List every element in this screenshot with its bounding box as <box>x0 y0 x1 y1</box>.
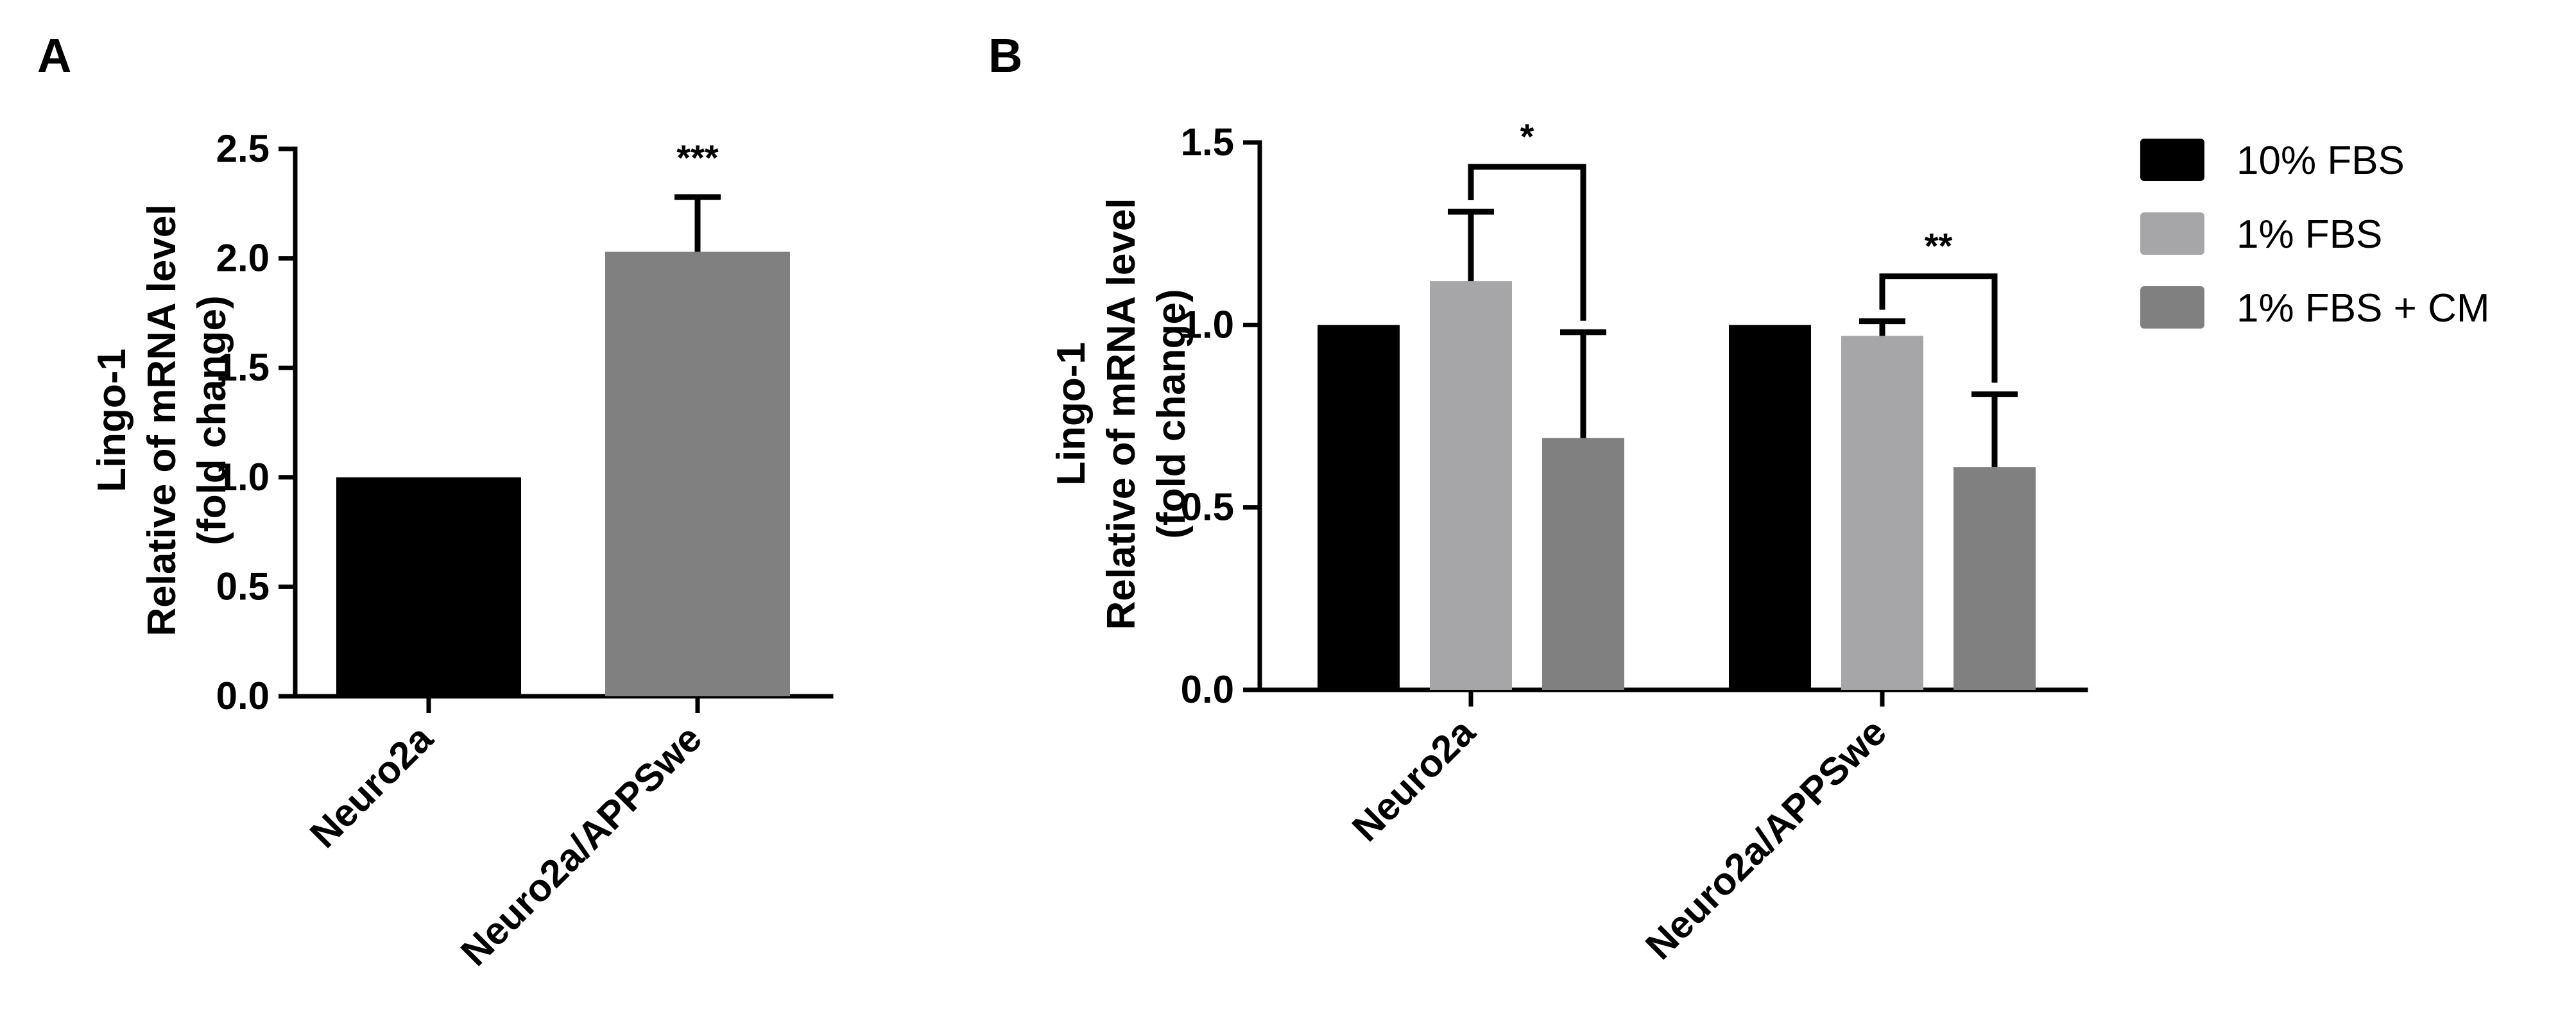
panel-a-significance-label: *** <box>676 137 719 178</box>
bar-neuro2a <box>336 477 521 696</box>
panel-b-significance-label: * <box>1520 116 1534 157</box>
panel-a-bars: *** <box>336 137 790 696</box>
panel-a-axes: 0.0 0.5 1.0 1.5 2.0 2.5 <box>216 127 834 717</box>
panel-b-y-tick-label: 0.0 <box>1181 668 1234 711</box>
bar-neuro2a-appswe-1-fbs-cm <box>1953 467 2036 690</box>
legend-label-1-fbs-cm: 1% FBS + CM <box>2237 286 2490 330</box>
panel-b-chart: B Lingo-1 Relative of mRNA level (fold cha… <box>988 29 2490 968</box>
panel-a-label: A <box>37 29 71 82</box>
panel-b-axes: 0.0 0.5 1.0 1.5 <box>1181 121 2088 711</box>
panel-a-y-label-line: (fold change) <box>190 295 234 545</box>
panel-b-y-label-line: Relative of mRNA level <box>1099 198 1144 630</box>
panel-b-significance-bracket <box>1468 164 1586 321</box>
panel-a-y-tick-label: 0.0 <box>216 674 270 717</box>
panel-a-y-tick-label: 2.5 <box>216 127 270 170</box>
panel-a-category-label: Neuro2a/APPSwe <box>452 717 710 974</box>
bar-neuro2a-appswe-10-fbs <box>1729 325 1811 690</box>
panel-b-legend: 10% FBS 1% FBS 1% FBS + CM <box>2140 139 2490 330</box>
panel-b-bars: *** <box>1318 116 2036 690</box>
panel-b-significance-label: ** <box>1925 226 1953 266</box>
panel-a-y-label-line: Relative of mRNA level <box>140 204 184 636</box>
panel-a-y-tick-label: 2.0 <box>216 237 270 280</box>
panel-b-y-label-line: Lingo-1 <box>1049 342 1094 486</box>
panel-a-y-tick-label: 1.0 <box>216 456 270 499</box>
panel-a-category-labels: Neuro2a Neuro2a/APPSwe <box>302 716 710 974</box>
panel-b-significance-bracket <box>1879 273 1998 383</box>
panel-b-y-tick-label: 1.5 <box>1181 121 1234 164</box>
panel-a-y-tick-label: 0.5 <box>216 565 270 608</box>
panel-b-y-label: Lingo-1 Relative of mRNA level (fold chang… <box>1049 198 1194 630</box>
legend-swatch-10-fbs <box>2140 139 2204 181</box>
panel-a-y-label: Lingo-1 Relative of mRNA level (fold chang… <box>90 204 234 636</box>
legend-label-10-fbs: 10% FBS <box>2237 139 2405 183</box>
legend-label-1-fbs: 1% FBS <box>2237 212 2382 257</box>
panel-b-y-tick-label: 0.5 <box>1181 486 1234 529</box>
panel-a-category-label: Neuro2a <box>302 716 442 856</box>
panel-a-y-tick-label: 1.5 <box>216 346 270 389</box>
panel-b-category-label: Neuro2a <box>1344 710 1484 850</box>
panel-a-y-label-line: Lingo-1 <box>90 348 134 492</box>
bar-neuro2a-10-fbs <box>1318 325 1400 690</box>
legend-swatch-1-fbs <box>2140 212 2204 255</box>
legend-swatch-1-fbs-cm <box>2140 286 2204 329</box>
panel-b-category-labels: Neuro2a Neuro2a/APPSwe <box>1344 710 1894 968</box>
panel-a-chart: A Lingo-1 Relative of mRNA level (fold cha… <box>37 29 834 974</box>
panel-a-y-axis-label: Lingo-1 Relative of mRNA level (fold chang… <box>90 204 234 636</box>
bar-neuro2a-1-fbs-cm <box>1542 438 1624 690</box>
panel-b-y-tick-label: 1.0 <box>1181 303 1234 346</box>
bar-neuro2a-appswe-1-fbs <box>1841 336 1923 690</box>
bar-neuro2a-1-fbs <box>1430 281 1512 690</box>
panel-b-label: B <box>988 29 1022 82</box>
panel-b-y-label-line: (fold change) <box>1149 289 1194 538</box>
bar-neuro2a-appswe <box>605 252 790 696</box>
panel-b-category-label: Neuro2a/APPSwe <box>1637 710 1894 968</box>
panel-b-y-axis-label: Lingo-1 Relative of mRNA level (fold chang… <box>1049 198 1194 630</box>
